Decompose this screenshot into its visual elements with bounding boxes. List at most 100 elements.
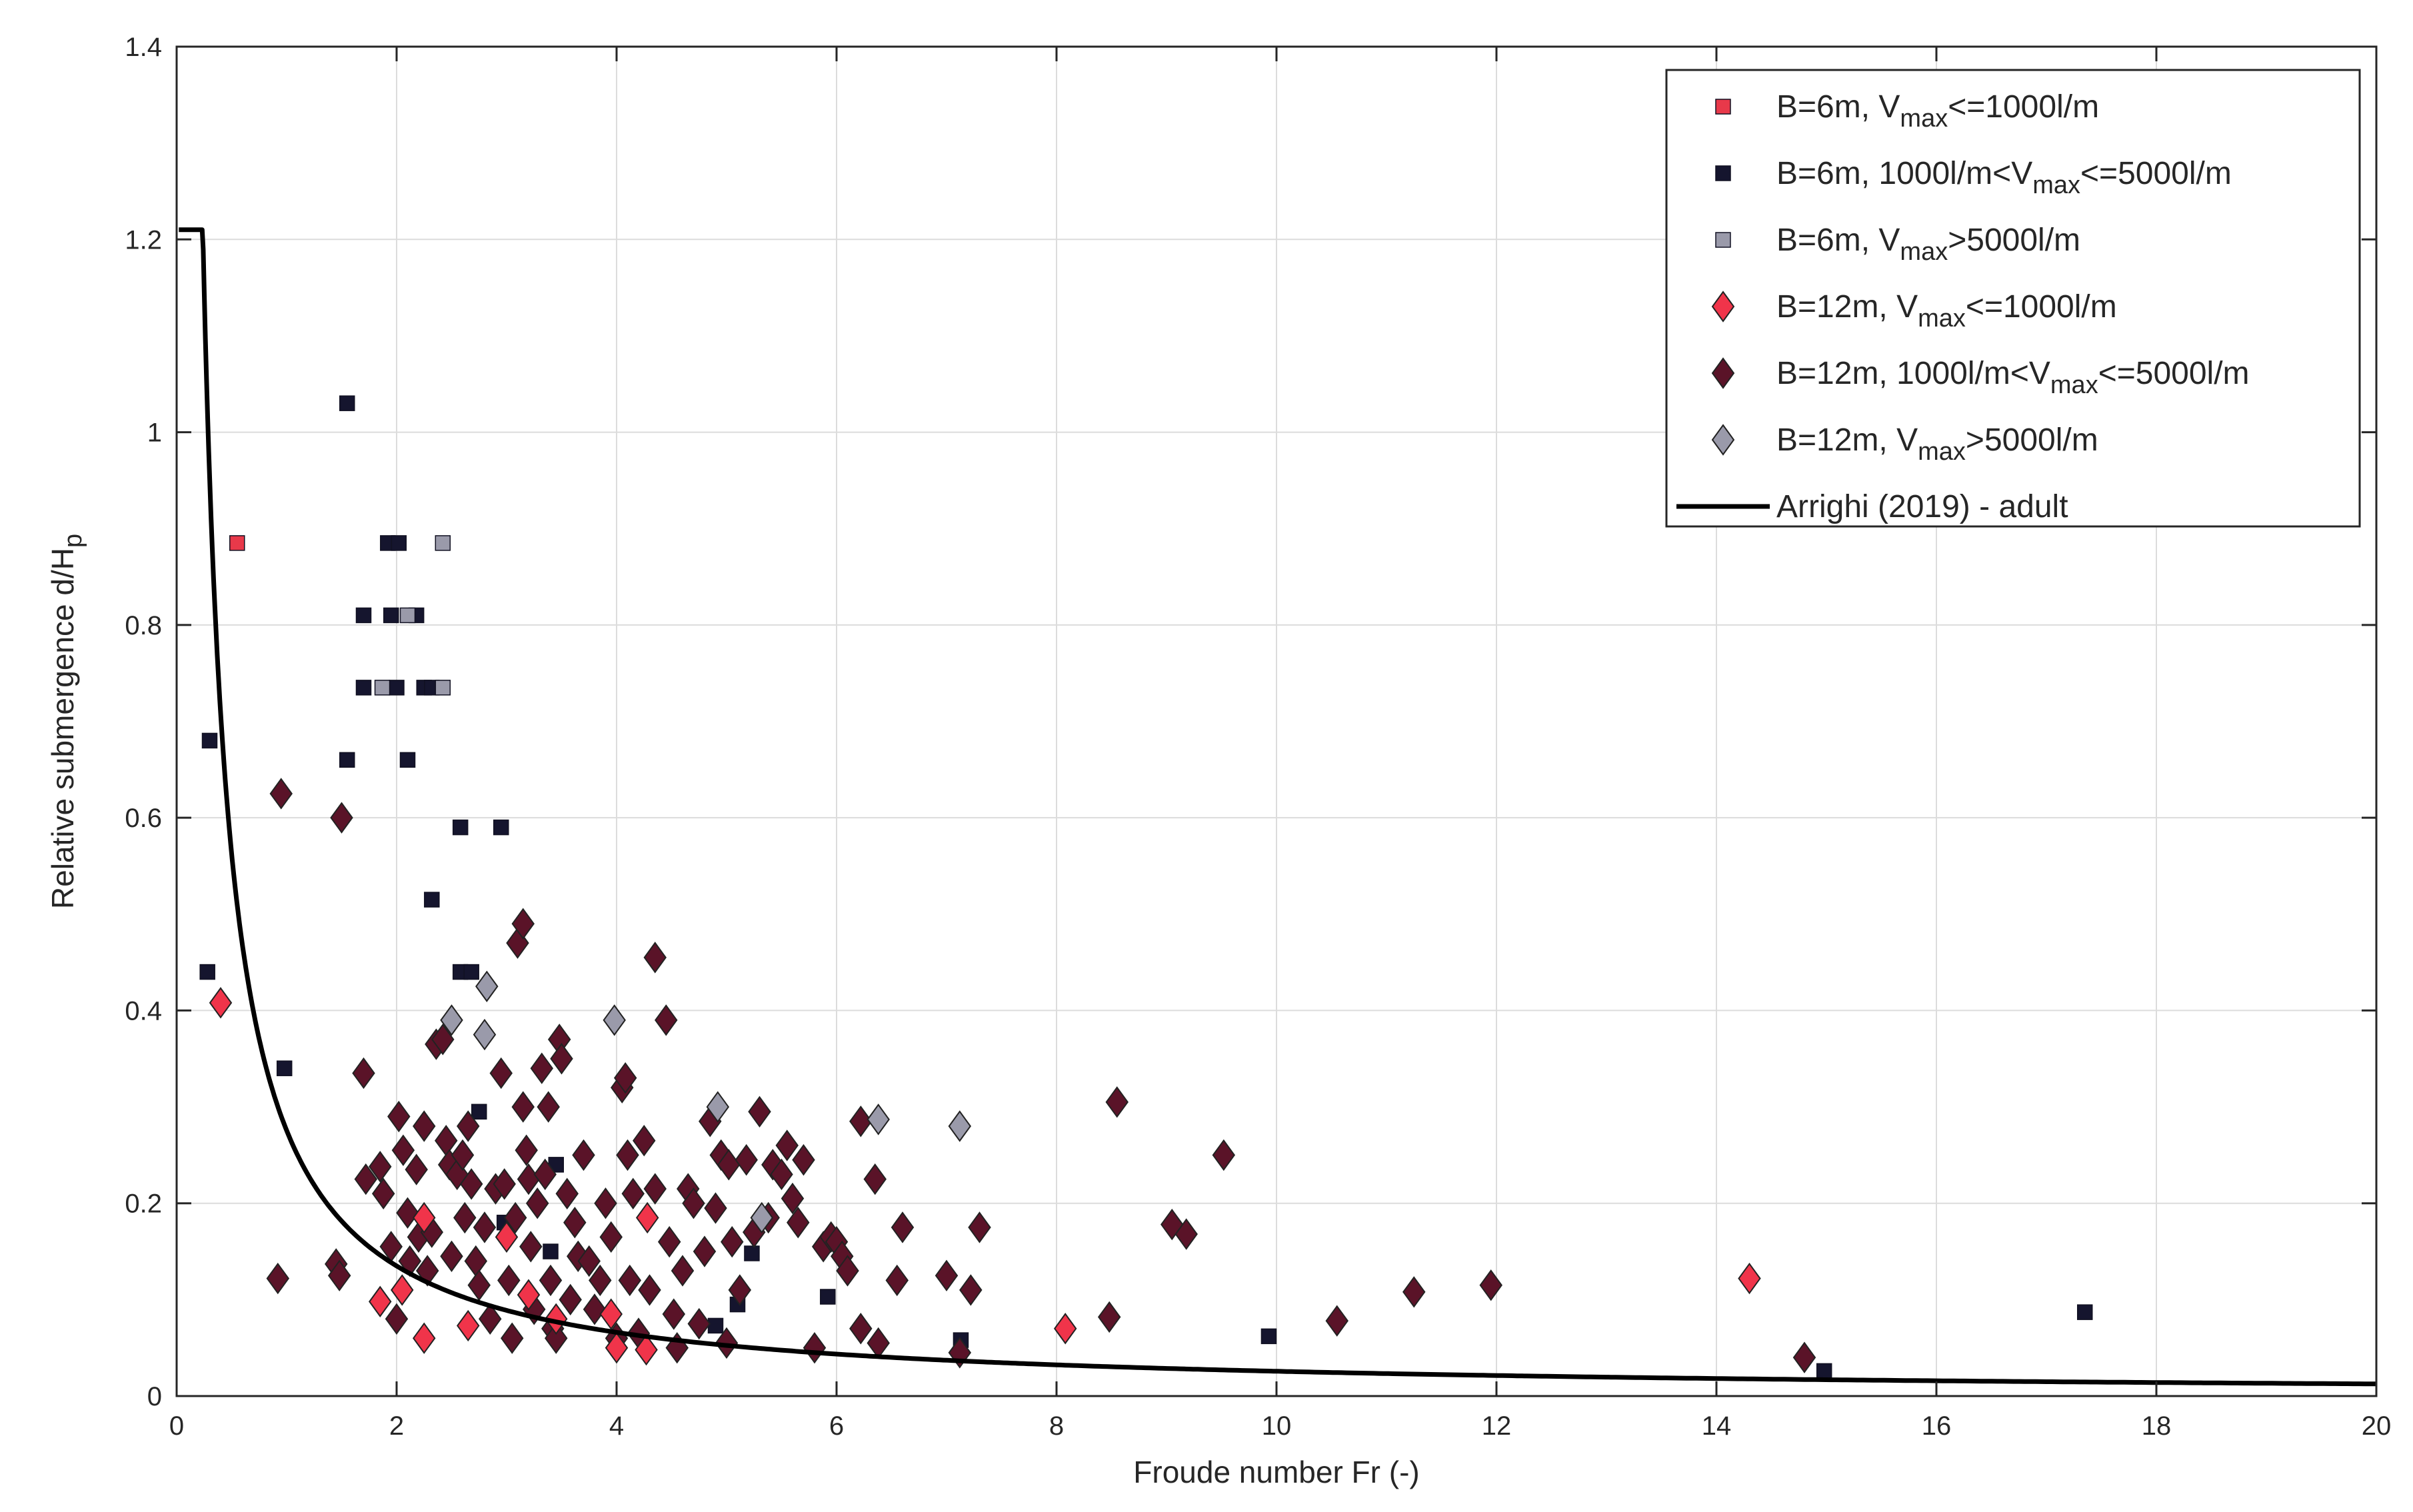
- data-point-diamond: [706, 1091, 730, 1123]
- y-tick-label: 0.8: [125, 611, 162, 640]
- data-point-diamond: [1212, 1139, 1236, 1171]
- data-point-diamond: [495, 1221, 519, 1253]
- data-point-square: [339, 752, 355, 768]
- data-point-diamond: [635, 1333, 658, 1366]
- data-point-diamond: [413, 1110, 436, 1142]
- data-point-diamond: [457, 1309, 480, 1342]
- data-point-diamond: [770, 1158, 793, 1191]
- legend-entry: B=6m, Vmax>5000l/m: [1715, 223, 2080, 266]
- legend-entry: B=6m, Vmax<=1000l/m: [1715, 89, 2099, 133]
- data-point-diamond: [479, 1303, 502, 1335]
- data-point-square: [199, 964, 215, 980]
- data-point-diamond: [269, 778, 293, 810]
- data-point-diamond: [849, 1313, 873, 1345]
- legend-marker: [1715, 165, 1731, 181]
- x-tick-label: 12: [1482, 1411, 1512, 1441]
- y-tick-label: 0.4: [125, 996, 162, 1026]
- legend: B=6m, Vmax<=1000l/m B=6m, 1000l/m<Vmax<=5…: [1665, 69, 2361, 528]
- data-point-square: [435, 680, 451, 696]
- data-point-square: [2077, 1304, 2093, 1320]
- data-point-square: [744, 1245, 760, 1261]
- data-point-diamond: [1402, 1276, 1426, 1308]
- y-axis-label: Relative submergence d/Hp: [45, 534, 87, 909]
- legend-label-subscript: max: [2050, 371, 2098, 399]
- data-point-diamond: [594, 1187, 617, 1219]
- legend-marker: [1711, 291, 1735, 323]
- data-point-diamond: [489, 1057, 513, 1090]
- legend-label: B=6m, Vmax>5000l/m: [1776, 223, 2080, 266]
- data-point-diamond: [517, 1279, 541, 1311]
- legend-label-suffix: >5000l/m: [1948, 223, 2080, 258]
- legend-marker: [1711, 424, 1735, 456]
- data-point-diamond: [1325, 1305, 1348, 1337]
- legend-label-main: B=12m, 1000l/m<V: [1776, 356, 2050, 391]
- data-point-diamond: [1792, 1341, 1816, 1373]
- data-point-square: [707, 1317, 724, 1334]
- legend-label-subscript: max: [1900, 105, 1948, 133]
- x-tick-label: 2: [389, 1411, 404, 1441]
- data-point-square: [201, 732, 218, 749]
- data-point-square: [399, 752, 416, 768]
- data-point-diamond: [657, 1225, 681, 1258]
- data-point-diamond: [1105, 1086, 1129, 1118]
- data-point-diamond: [618, 1264, 642, 1297]
- data-point-diamond: [687, 1307, 711, 1340]
- legend-entry: B=6m, 1000l/m<Vmax<=5000l/m: [1715, 156, 2232, 199]
- data-point-diamond: [968, 1211, 991, 1243]
- data-point-diamond: [440, 1004, 463, 1036]
- x-tick-label: 14: [1702, 1411, 1732, 1441]
- data-point-diamond: [1738, 1262, 1761, 1295]
- data-point-diamond: [599, 1298, 623, 1330]
- data-point-diamond: [1053, 1313, 1077, 1345]
- series-5-points: [440, 970, 972, 1234]
- legend-label-suffix: <=5000l/m: [2080, 156, 2232, 191]
- data-point-diamond: [525, 1187, 549, 1219]
- x-tick-label: 8: [1049, 1411, 1064, 1441]
- data-point-diamond: [603, 1004, 626, 1036]
- data-point-diamond: [781, 1182, 805, 1215]
- legend-label-subscript: max: [1900, 238, 1948, 266]
- data-point-square: [471, 1104, 487, 1120]
- x-tick-label: 4: [609, 1411, 624, 1441]
- data-point-square: [339, 395, 355, 411]
- x-tick-label: 18: [2142, 1411, 2172, 1441]
- x-axis-label: Froude number Fr (-): [1133, 1455, 1419, 1489]
- data-point-diamond: [369, 1285, 392, 1317]
- data-point-diamond: [643, 1173, 667, 1205]
- legend-label-suffix: <=1000l/m: [1966, 289, 2117, 325]
- legend-label-subscript: max: [1918, 438, 1966, 466]
- data-point-square: [543, 1243, 559, 1259]
- data-point-diamond: [935, 1259, 959, 1291]
- data-point-diamond: [721, 1225, 744, 1258]
- legend-label: B=12m, Vmax<=1000l/m: [1776, 289, 2117, 333]
- data-point-square: [355, 607, 372, 624]
- data-point-diamond: [662, 1298, 686, 1330]
- data-point-square: [374, 680, 391, 696]
- data-point-diamond: [330, 802, 353, 834]
- data-point-diamond: [493, 1168, 516, 1200]
- data-point-diamond: [589, 1264, 612, 1297]
- data-point-diamond: [891, 1211, 915, 1243]
- data-point-diamond: [511, 1091, 535, 1123]
- data-point-diamond: [693, 1235, 717, 1267]
- data-point-diamond: [775, 1130, 799, 1161]
- y-tick-label: 1: [147, 418, 162, 448]
- data-point-diamond: [682, 1187, 705, 1219]
- legend-label: Arrighi (2019) - adult: [1776, 489, 2068, 524]
- x-tick-label: 20: [2362, 1411, 2392, 1441]
- data-point-diamond: [550, 1043, 573, 1075]
- fit-curve-layer: [177, 227, 2377, 1387]
- data-point-diamond: [385, 1303, 409, 1335]
- data-point-diamond: [537, 1091, 560, 1123]
- legend-marker: [1715, 232, 1731, 248]
- series-0-points: [229, 535, 245, 551]
- data-point-diamond: [451, 1139, 475, 1171]
- legend-label: B=6m, 1000l/m<Vmax<=5000l/m: [1776, 156, 2232, 199]
- data-point-diamond: [613, 1062, 637, 1094]
- data-point-diamond: [748, 1096, 771, 1128]
- data-point-diamond: [503, 1201, 527, 1234]
- data-point-diamond: [391, 1134, 415, 1166]
- data-point-diamond: [431, 1024, 455, 1056]
- x-tick-label: 6: [829, 1411, 844, 1441]
- data-point-diamond: [715, 1327, 739, 1359]
